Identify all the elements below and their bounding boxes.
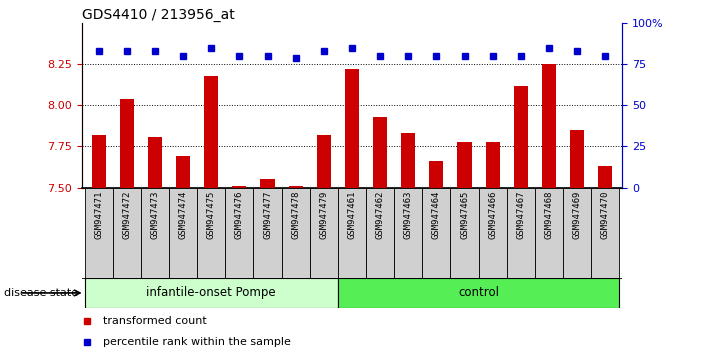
Bar (570, 130, 584, 188)
Bar (289, 186, 303, 188)
Bar (232, 186, 247, 188)
Text: GSM947470: GSM947470 (601, 190, 610, 239)
Bar (169, 188, 197, 278)
Text: control: control (458, 286, 499, 299)
Bar (253, 188, 282, 278)
Text: GSM947476: GSM947476 (235, 190, 244, 239)
Text: GDS4410 / 213956_at: GDS4410 / 213956_at (82, 8, 235, 22)
Bar (260, 179, 274, 188)
Text: GSM947462: GSM947462 (375, 190, 385, 239)
Bar (225, 188, 253, 278)
Bar (119, 99, 134, 188)
Text: GSM947467: GSM947467 (516, 190, 525, 239)
Text: GSM947465: GSM947465 (460, 190, 469, 239)
Bar (486, 142, 500, 188)
Text: GSM947479: GSM947479 (319, 190, 328, 239)
Text: GSM947466: GSM947466 (488, 190, 497, 239)
Bar (310, 188, 338, 278)
Bar (394, 188, 422, 278)
Text: percentile rank within the sample: percentile rank within the sample (103, 337, 292, 347)
Bar (514, 86, 528, 188)
Text: infantile-onset Pompe: infantile-onset Pompe (146, 286, 276, 299)
Bar (92, 135, 106, 188)
Text: GSM947478: GSM947478 (292, 190, 300, 239)
Bar (457, 142, 471, 188)
Text: disease state: disease state (4, 288, 77, 298)
Bar (141, 188, 169, 278)
Text: GSM947473: GSM947473 (151, 190, 159, 239)
Text: GSM947463: GSM947463 (404, 190, 412, 239)
Bar (563, 188, 591, 278)
Bar (373, 117, 387, 188)
Text: GSM947472: GSM947472 (122, 190, 132, 239)
Bar (113, 188, 141, 278)
Text: GSM947461: GSM947461 (348, 190, 356, 239)
Bar (338, 188, 366, 278)
Bar (591, 188, 619, 278)
Bar (479, 188, 507, 278)
Bar (345, 69, 359, 188)
Bar (148, 137, 162, 188)
Bar (542, 64, 556, 188)
Bar (85, 278, 338, 308)
Bar (197, 188, 225, 278)
Bar (429, 161, 444, 188)
Text: GSM947475: GSM947475 (207, 190, 215, 239)
Text: GSM947477: GSM947477 (263, 190, 272, 239)
Bar (338, 278, 619, 308)
Bar (451, 188, 479, 278)
Bar (204, 76, 218, 188)
Bar (507, 188, 535, 278)
Text: transformed count: transformed count (103, 316, 207, 326)
Bar (598, 166, 612, 188)
Text: GSM947464: GSM947464 (432, 190, 441, 239)
Bar (366, 188, 394, 278)
Bar (535, 188, 563, 278)
Bar (317, 135, 331, 188)
Text: GSM947469: GSM947469 (572, 190, 582, 239)
Bar (401, 133, 415, 188)
Text: GSM947474: GSM947474 (178, 190, 188, 239)
Bar (85, 188, 113, 278)
Bar (176, 156, 190, 188)
Bar (282, 188, 310, 278)
Text: GSM947471: GSM947471 (94, 190, 103, 239)
Bar (422, 188, 451, 278)
Text: GSM947468: GSM947468 (545, 190, 553, 239)
